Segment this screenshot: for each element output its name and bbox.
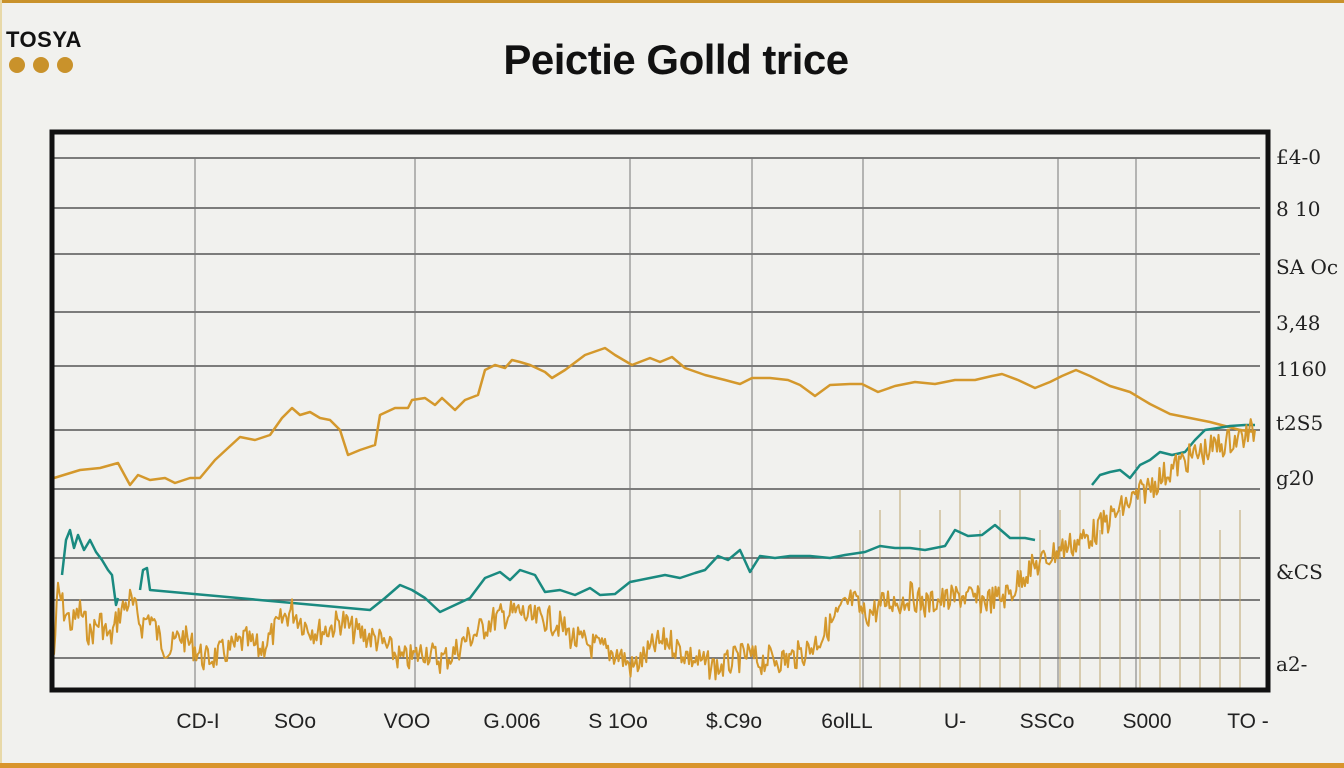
left-frame-border [0,0,2,768]
y-tick-label: SA Oc [1276,255,1339,279]
x-tick-label: S000 [1122,710,1172,733]
y-tick-label: &CS [1276,560,1323,584]
x-tick-label: 6olLL [821,710,873,733]
x-tick-label: S 1Oo [588,710,648,733]
brand-logo: TOSYA [6,28,82,73]
brand-dot-icon [57,57,73,73]
x-tick-label: U- [943,710,967,733]
y-tick-label: a2- [1276,652,1308,676]
brand-dots [9,57,82,73]
horizontal-gridlines [52,157,1260,659]
plot-area-border [49,129,1271,693]
vertical-gridlines [194,158,1241,690]
series-line-0 [53,346,1256,487]
series-line-2 [138,523,1036,614]
y-tick-label: t2S5 [1276,411,1324,435]
y-tick-label: 8 10 [1276,197,1321,221]
x-tick-label: VOO [383,710,431,733]
x-tick-label: SOo [273,710,317,733]
chart-series [53,346,1256,681]
brand-dot-icon [9,57,25,73]
y-tick-label: £4-0 [1276,145,1321,169]
y-tick-label: 1160 [1276,357,1327,381]
bottom-frame-border [0,763,1344,768]
brand-name: TOSYA [6,27,82,52]
brand-dot-icon [33,57,49,73]
top-frame-border [0,0,1344,3]
x-tick-label: G.006 [483,710,541,733]
y-tick-label: 3,48 [1276,311,1321,335]
series-line-1 [60,528,120,607]
y-tick-label: g20 [1276,466,1315,490]
x-tick-label: SSCo [1019,710,1075,733]
x-tick-label: TO - [1227,710,1269,733]
series-line-3 [1091,423,1255,486]
x-tick-label: CD-I [176,710,220,733]
chart-title: Peictie Golld trice [503,36,849,83]
x-tick-label: $.C9o [705,710,763,733]
series-line-4 [53,418,1256,681]
